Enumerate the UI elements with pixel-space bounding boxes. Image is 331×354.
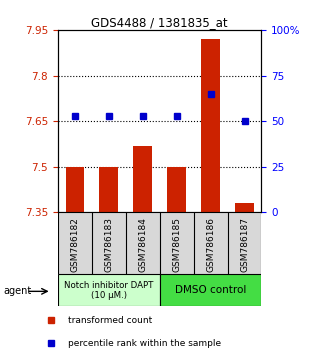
Text: GSM786185: GSM786185 <box>172 217 181 272</box>
Bar <box>201 39 220 212</box>
Title: GDS4488 / 1381835_at: GDS4488 / 1381835_at <box>91 16 228 29</box>
Text: GSM786183: GSM786183 <box>104 217 113 272</box>
Text: GSM786187: GSM786187 <box>240 217 249 272</box>
Text: GSM786184: GSM786184 <box>138 217 147 272</box>
Bar <box>66 167 84 212</box>
Text: agent: agent <box>3 286 31 296</box>
Bar <box>160 274 261 306</box>
Text: Notch inhibitor DAPT
(10 μM.): Notch inhibitor DAPT (10 μM.) <box>64 281 154 300</box>
Text: GSM786182: GSM786182 <box>71 217 79 272</box>
Text: transformed count: transformed count <box>69 316 153 325</box>
Text: GSM786186: GSM786186 <box>206 217 215 272</box>
Bar <box>133 145 152 212</box>
Bar <box>58 274 160 306</box>
Text: percentile rank within the sample: percentile rank within the sample <box>69 339 221 348</box>
Bar <box>167 167 186 212</box>
Bar <box>100 167 118 212</box>
Text: DMSO control: DMSO control <box>175 285 246 295</box>
Bar <box>235 203 254 212</box>
